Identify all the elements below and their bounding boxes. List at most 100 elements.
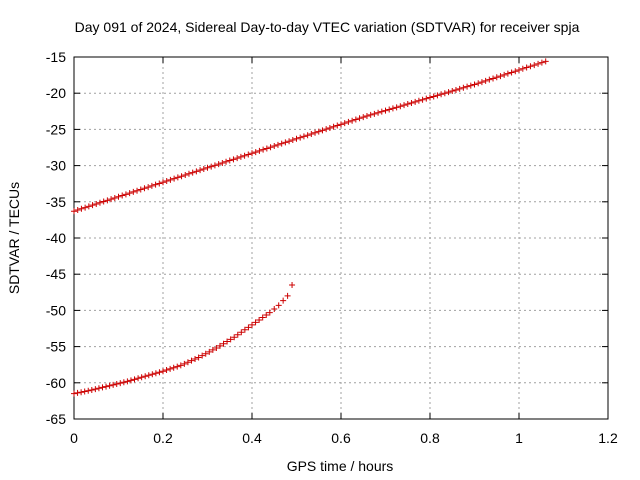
data-point [167,365,174,372]
y-tick-labels: -65 -60 -55 -50 -45 -40 -35 -30 -25 -20 -15 [46,49,66,427]
data-point [204,164,211,171]
data-point [367,111,374,118]
data-point [260,146,267,153]
data-point [430,93,437,100]
data-point [441,90,448,97]
y-tick-label: -45 [46,266,66,282]
data-point [271,305,278,312]
data-point [382,107,389,114]
data-point [326,124,333,131]
data-point [95,385,102,392]
data-point [145,372,152,379]
data-point [131,376,138,383]
data-point [213,345,220,352]
y-tick-label: -25 [46,121,66,137]
data-point [538,59,545,66]
data-point [130,188,137,195]
data-point [211,162,218,169]
data-point [135,375,142,382]
data-point [467,82,474,89]
data-point [216,342,223,349]
data-point [249,150,255,157]
data-point [120,379,127,386]
data-point [456,85,463,92]
data-point [404,101,411,108]
data-point [199,352,206,359]
data-point [74,389,81,396]
data-point [475,80,482,87]
y-tick-label: -30 [46,158,66,174]
data-point [408,99,415,106]
tick-layer [73,56,609,420]
x-tick-label: 0.8 [420,430,440,446]
data-point [330,123,337,130]
data-point [259,314,266,321]
x-tick-label: 1.2 [598,430,618,446]
data-point [96,199,103,206]
data-point [275,302,282,309]
data-point [486,76,493,83]
data-point [141,185,148,192]
data-point [319,127,326,134]
x-tick-label: 0 [70,430,78,446]
data-point [202,350,209,357]
x-tick-label: 0.4 [242,430,262,446]
x-tick-label: 0.6 [331,430,351,446]
data-point [149,371,156,378]
data-point [519,65,526,72]
data-point [185,170,192,177]
data-point [226,157,233,164]
y-tick-label: -35 [46,194,66,210]
data-point [234,155,241,162]
data-point [189,169,196,176]
data-point [163,178,170,185]
data-point [482,77,489,84]
data-point [142,373,149,380]
data-series [71,58,549,215]
data-point [231,334,238,341]
data-point [78,205,85,212]
data-point [206,348,213,355]
data-point [460,84,467,91]
chart-title: Day 091 of 2024, Sidereal Day-to-day VTE… [75,19,580,35]
data-point [523,64,530,71]
data-point [356,115,363,122]
data-point [445,89,452,96]
data-point [284,292,291,299]
data-point [419,96,426,103]
data-point [249,321,255,328]
data-point [170,364,177,371]
data-point [286,138,293,145]
data-point [145,184,152,191]
data-point [508,69,515,76]
data-point [478,79,485,86]
data-point [167,176,174,183]
data-point [315,128,322,135]
data-point [88,387,95,394]
data-point [263,145,270,152]
data-point [174,363,181,370]
data-point [115,193,122,200]
data-point [197,167,204,174]
data-point [274,141,281,148]
data-point [334,122,341,129]
data-point [163,367,170,374]
data-point [241,152,248,159]
data-point [427,94,433,101]
data-point [464,83,471,90]
y-tick-label: -15 [46,49,66,65]
data-point [193,168,200,175]
data-point [224,338,231,345]
data-point [156,369,163,376]
y-tick-label: -65 [46,411,66,427]
data-point [308,130,315,137]
data-point [360,114,367,121]
data-point [245,151,252,158]
x-tick-labels: 0 0.2 0.4 0.6 0.8 1 1.2 [70,430,618,446]
data-point [200,165,207,172]
data-point [195,354,202,361]
data-point [152,181,159,188]
data-point [208,163,215,170]
y-tick-label: -60 [46,375,66,391]
